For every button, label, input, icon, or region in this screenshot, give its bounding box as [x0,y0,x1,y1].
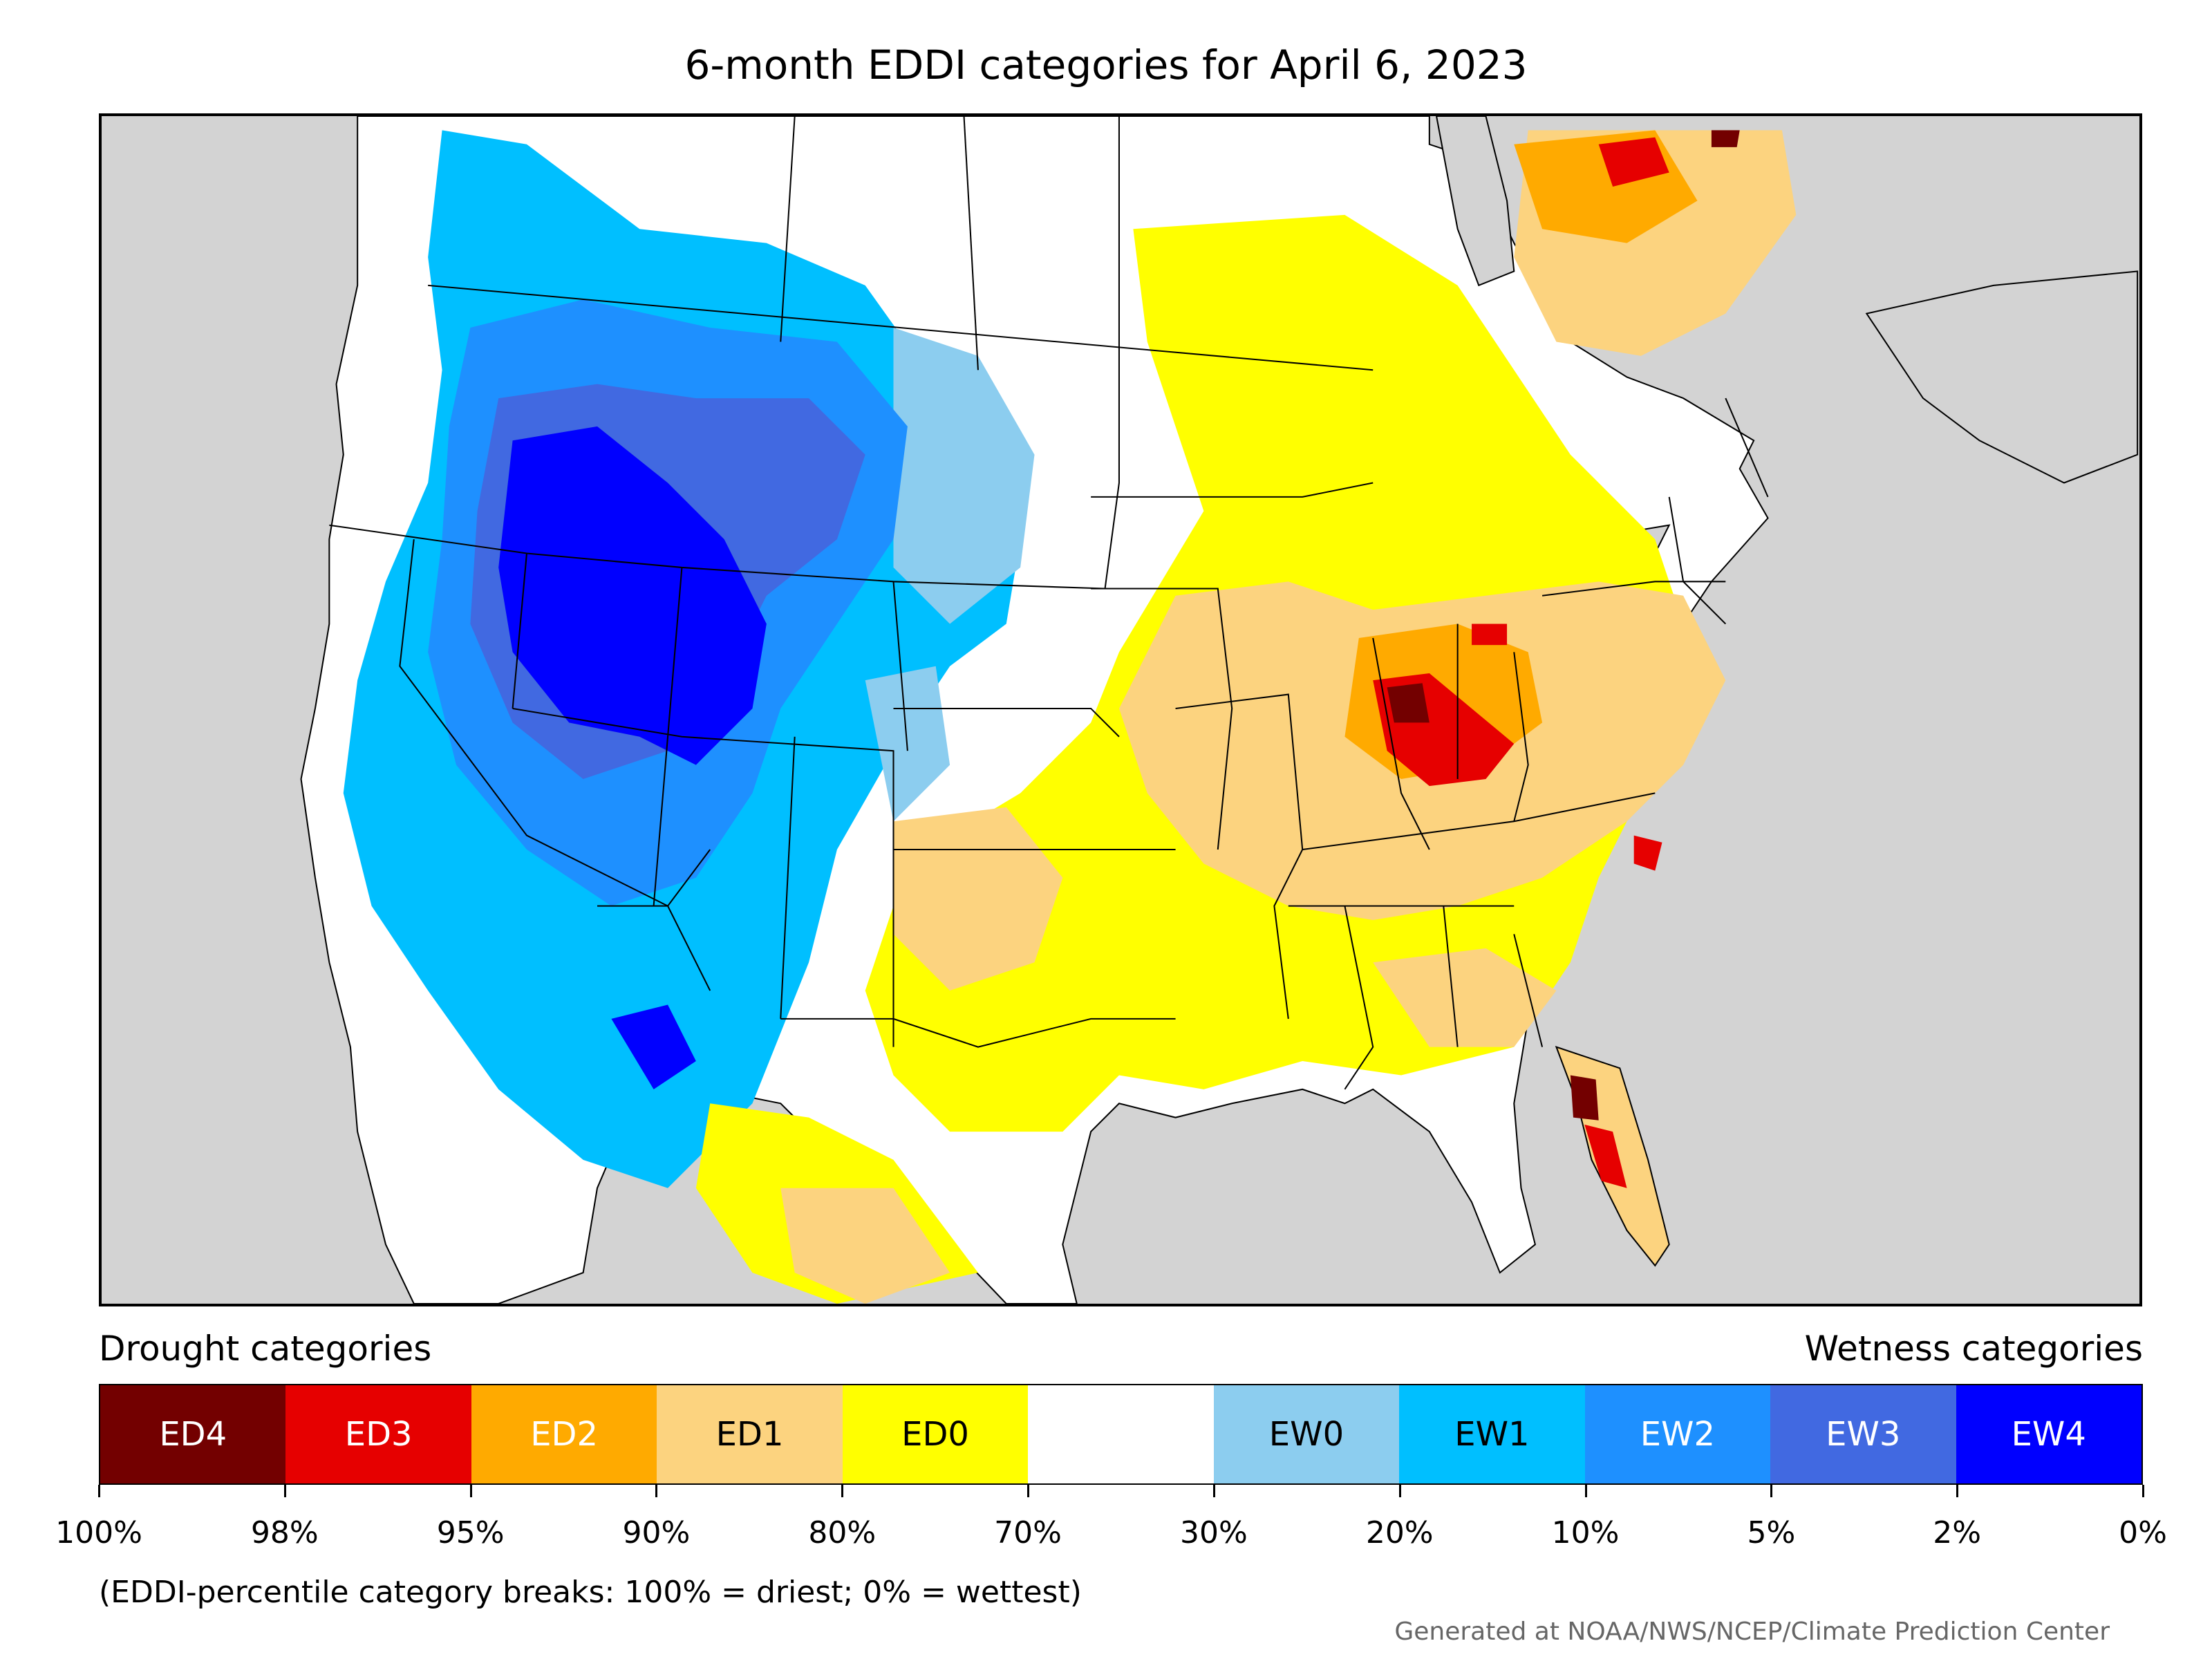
state-borders [329,116,1769,1090]
colorbar-segment-ed1: ED1 [657,1385,843,1483]
colorbar-tick-label: 30% [1180,1515,1248,1550]
colorbar-ticks [98,1485,2144,1499]
florida-ed3 [1584,1124,1627,1188]
ed1-region [780,130,1797,1304]
colorbar-tick [98,1485,100,1497]
colorbar-segment-normal [1028,1385,1214,1483]
colorbar-tick [469,1485,472,1497]
map-frame [99,113,2142,1306]
colorbar-tick-label: 95% [436,1515,505,1550]
colorbar-segment-ed3: ED3 [285,1385,471,1483]
wetness-categories-heading: Wetness categories [1804,1329,2143,1369]
colorbar-segment-ed2: ED2 [471,1385,657,1483]
credit: Generated at NOAA/NWS/NCEP/Climate Predi… [1394,1618,2110,1646]
hudson-bay [1436,116,1515,287]
colorbar-tick [1398,1485,1401,1497]
colorbar-tick [1770,1485,1773,1497]
category-colorbar: ED4 ED3 ED2 ED1 ED0 EW0 EW1 EW2 EW3 EW4 [99,1384,2143,1485]
colorbar-tick [841,1485,844,1497]
colorbar-segment-ed4: ED4 [100,1385,286,1483]
colorbar-tick-label: 70% [994,1515,1062,1550]
colorbar-tick [283,1485,286,1497]
colorbar-tick-label: 5% [1747,1515,1796,1550]
colorbar-tick [1212,1485,1215,1497]
drought-categories-heading: Drought categories [99,1329,432,1369]
colorbar-segment-ew2: EW2 [1584,1385,1771,1483]
gulf-st-lawrence [1865,270,2139,484]
colorbar-tick-label: 2% [1933,1515,1982,1550]
colorbar-tick-label: 98% [250,1515,319,1550]
eddi-map [103,116,2139,1304]
colorbar-tick [1027,1485,1030,1497]
footnote: (EDDI-percentile category breaks: 100% =… [99,1575,1082,1610]
colorbar-tick-label: 10% [1551,1515,1620,1550]
florida-ed4 [1570,1075,1599,1121]
colorbar-tick [2142,1485,2144,1497]
ew4-region [498,426,767,1089]
colorbar-tick-label: 90% [622,1515,691,1550]
colorbar-tick [655,1485,658,1497]
colorbar-segment-ew1: EW1 [1399,1385,1585,1483]
colorbar-tick-label: 100% [55,1515,142,1550]
colorbar-tick [1584,1485,1587,1497]
colorbar-segment-ew0: EW0 [1213,1385,1400,1483]
colorbar-tick-label: 0% [2119,1515,2167,1550]
colorbar-segment-ed0: ED0 [842,1385,1029,1483]
colorbar-tick-label: 20% [1365,1515,1434,1550]
colorbar-segment-ew3: EW3 [1770,1385,1956,1483]
ew0-region [865,328,1035,822]
colorbar-segment-ew4: EW4 [1956,1385,2141,1483]
colorbar-tick-label: 80% [808,1515,877,1550]
colorbar-tick [1956,1485,1959,1497]
map-title: 6-month EDDI categories for April 6, 202… [684,41,1528,88]
